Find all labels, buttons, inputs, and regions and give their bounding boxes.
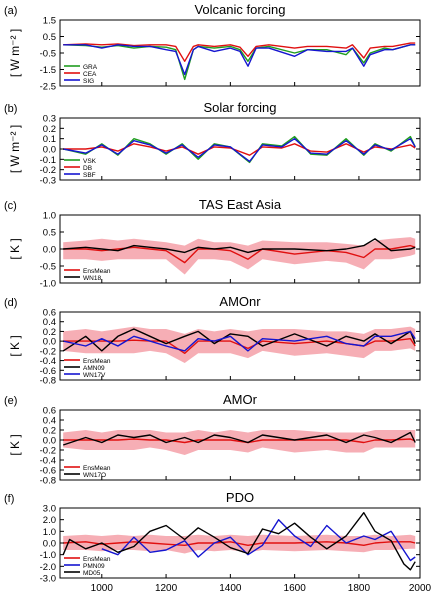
y-tick-label: -0.4 [40, 456, 56, 467]
legend-entry: DB [83, 165, 92, 172]
panel-title: AMOnr [219, 294, 261, 309]
y-tick-label: 3.0 [43, 504, 56, 515]
plot-frame [59, 409, 421, 481]
y-tick-label: 0.2 [43, 426, 56, 437]
y-tick-label: -0.8 [40, 476, 56, 487]
x-tick-label: 1200 [155, 583, 178, 594]
legend-entry: PMN09 [83, 563, 105, 570]
y-tick-label: 0.5 [43, 228, 56, 239]
y-tick-label: 0.0 [43, 145, 56, 156]
y-tick-label: -0.6 [40, 466, 56, 477]
series-line-vsk [63, 135, 416, 164]
legend-entry: CEA [83, 71, 97, 78]
legend-entry: EnsMean [83, 556, 111, 563]
series-line-ensmean [63, 338, 416, 354]
y-tick-label: -0.3 [40, 176, 56, 187]
y-tick-label: 0.6 [43, 308, 56, 319]
series-line-sig [63, 44, 416, 76]
y-axis-label: [ K ] [8, 238, 22, 259]
series-line-sbf [63, 138, 416, 163]
series-line-cea [63, 42, 416, 62]
x-tick-label: 1800 [348, 583, 371, 594]
panel-title: Volcanic forcing [194, 2, 285, 17]
y-axis-label: [ W m⁻² ] [8, 125, 22, 173]
y-tick-label: -0.5 [40, 49, 56, 60]
x-tick-label: 2000 [409, 583, 432, 594]
y-tick-label: -2.0 [40, 562, 56, 573]
panel-label: (b) [4, 103, 17, 115]
y-tick-label: -0.2 [40, 346, 56, 357]
y-tick-label: 0.0 [43, 436, 56, 447]
series-line-wn17v [63, 330, 416, 352]
legend-entry: VSK [83, 158, 97, 165]
y-axis-label: [ K ] [8, 335, 22, 356]
y-tick-label: -1.5 [40, 65, 56, 76]
legend-entry: GRA [83, 64, 98, 71]
legend-entry: AMN09 [83, 365, 105, 372]
y-tick-label: 0.2 [43, 327, 56, 338]
y-tick-label: -3.0 [40, 574, 56, 585]
y-tick-label: -0.2 [40, 446, 56, 457]
legend-entry: SBF [83, 172, 96, 179]
series-line-pmn09 [101, 519, 416, 562]
y-axis-label: [ K ] [8, 434, 22, 455]
plot-frame [59, 19, 421, 87]
panel-title: TAS East Asia [199, 197, 282, 212]
y-tick-label: 0.4 [43, 317, 56, 328]
panel-title: PDO [226, 490, 254, 505]
legend-entry: EnsMean [83, 268, 111, 275]
y-tick-label: -0.2 [40, 165, 56, 176]
series-line-md05 [62, 512, 416, 571]
legend-entry: EnsMean [83, 358, 111, 365]
legend-entry: WN18 [83, 275, 101, 282]
y-tick-label: 0.0 [43, 337, 56, 348]
legend-entry: MD05 [83, 570, 101, 577]
y-tick-label: -1.0 [40, 279, 56, 290]
legend-entry: SIG [83, 78, 94, 85]
x-tick-label: 1600 [284, 583, 307, 594]
y-tick-label: -0.4 [40, 356, 56, 367]
series-line-ensmean [63, 541, 416, 546]
y-tick-label: 0.0 [43, 245, 56, 256]
y-tick-label: -1.0 [40, 550, 56, 561]
y-tick-label: -0.5 [40, 262, 56, 273]
y-tick-label: 0.6 [43, 406, 56, 417]
y-tick-label: 0.0 [43, 539, 56, 550]
y-tick-label: 0.3 [43, 114, 56, 125]
panel-title: AMOr [223, 392, 258, 407]
series-line-wn17o [62, 431, 416, 446]
series-line-wn18 [63, 238, 416, 254]
y-tick-label: -0.1 [40, 155, 56, 166]
spread-band [63, 237, 416, 275]
y-axis-label: [ W m⁻² ] [8, 29, 22, 77]
panel-label: (f) [4, 493, 14, 505]
series-line-amn09 [62, 328, 416, 352]
panel-label: (e) [4, 395, 17, 407]
y-tick-label: 0.4 [43, 416, 56, 427]
y-tick-label: 1.0 [43, 211, 56, 222]
x-tick-label: 1400 [219, 583, 242, 594]
y-tick-label: 0.5 [43, 32, 56, 43]
y-tick-label: -2.5 [40, 82, 56, 93]
series-line-gra [63, 44, 416, 81]
y-tick-label: -0.6 [40, 366, 56, 377]
series-line-ensmean [63, 438, 416, 444]
panel-label: (a) [4, 5, 17, 17]
legend-entry: WN17O [83, 472, 106, 479]
panel-title: Solar forcing [204, 100, 277, 115]
panel-label: (d) [4, 297, 17, 309]
y-tick-label: 1.5 [43, 16, 56, 27]
y-tick-label: 0.1 [43, 134, 56, 145]
y-tick-label: 2.0 [43, 515, 56, 526]
y-tick-label: -0.8 [40, 376, 56, 387]
y-tick-label: 0.2 [43, 124, 56, 135]
panel-label: (c) [4, 200, 17, 212]
y-tick-label: 1.0 [43, 527, 56, 538]
plot-frame [59, 117, 421, 181]
legend-entry: WN17V [83, 372, 106, 379]
legend-entry: EnsMean [83, 465, 111, 472]
x-tick-label: 1000 [91, 583, 114, 594]
plot-frame [59, 311, 421, 381]
